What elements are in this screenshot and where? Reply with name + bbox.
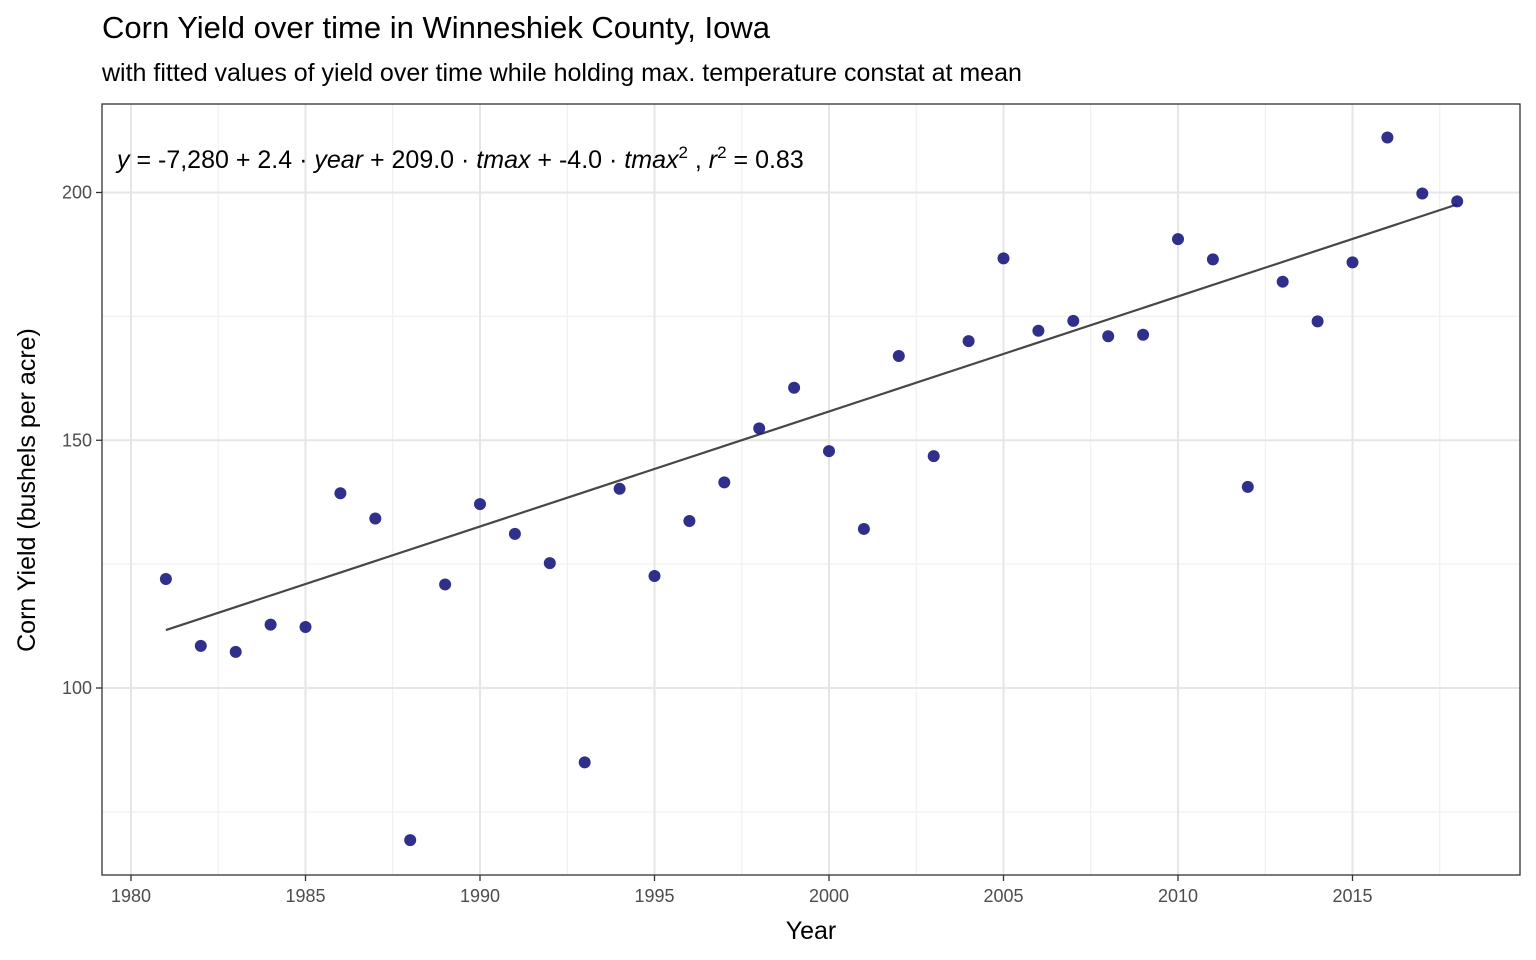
y-tick-label: 150 — [62, 430, 92, 450]
data-point — [683, 515, 696, 528]
x-tick-label: 1990 — [460, 886, 500, 906]
data-point — [613, 482, 626, 495]
fitted-line — [165, 203, 1458, 632]
x-axis-ticks: 1980 1985 1990 1995 2000 2005 2010 2015 — [111, 875, 1373, 906]
data-point — [1241, 480, 1254, 493]
data-point — [1206, 253, 1219, 266]
data-point — [718, 476, 731, 489]
y-axis-title: Corn Yield (bushels per acre) — [13, 328, 41, 652]
data-point — [1172, 233, 1184, 246]
x-axis-title: Year — [786, 917, 837, 945]
data-point — [299, 621, 312, 634]
x-tick-label: 2005 — [983, 886, 1023, 906]
data-point — [1032, 324, 1045, 337]
data-point — [474, 498, 486, 511]
x-tick-label: 2015 — [1332, 886, 1372, 906]
x-tick-label: 2010 — [1158, 886, 1198, 906]
major-gridlines — [102, 104, 1520, 875]
data-point — [439, 578, 452, 591]
data-point — [892, 350, 905, 363]
data-point — [1381, 131, 1394, 144]
data-point — [927, 450, 940, 463]
data-point — [334, 487, 347, 500]
data-point — [1311, 315, 1324, 328]
chart-title: Corn Yield over time in Winneshiek Count… — [102, 10, 770, 45]
data-point — [753, 422, 766, 435]
data-point — [823, 445, 835, 458]
x-tick-label: 1995 — [634, 886, 674, 906]
data-point — [229, 645, 242, 658]
data-point — [508, 527, 521, 540]
data-point — [1067, 314, 1080, 327]
y-tick-label: 100 — [62, 678, 92, 698]
data-point — [578, 756, 591, 769]
data-point — [962, 335, 975, 348]
minor-gridlines — [102, 104, 1520, 875]
data-point — [404, 834, 417, 847]
data-point — [1137, 328, 1150, 341]
x-tick-label: 1985 — [285, 886, 325, 906]
x-tick-label: 1980 — [111, 886, 151, 906]
fit-line-layer — [165, 203, 1458, 632]
data-point — [264, 618, 277, 631]
y-axis-ticks: 100 150 200 — [62, 183, 102, 698]
data-point — [1346, 256, 1359, 269]
data-point — [1451, 195, 1464, 208]
panel-border — [101, 103, 1521, 876]
points-layer — [159, 131, 1464, 847]
data-point — [1276, 275, 1289, 288]
data-point — [543, 557, 556, 570]
chart-subtitle: with fitted values of yield over time wh… — [102, 59, 1022, 87]
regression-equation: y = -7,280 + 2.4 · year + 209.0 · tmax +… — [115, 143, 804, 174]
y-tick-label: 200 — [62, 183, 92, 203]
data-point — [194, 639, 207, 652]
data-point — [369, 512, 382, 525]
data-point — [648, 570, 661, 583]
data-point — [1416, 187, 1429, 200]
data-point — [788, 381, 801, 394]
data-point — [857, 522, 870, 535]
data-point — [159, 572, 172, 585]
data-point — [997, 252, 1010, 265]
data-point — [1102, 330, 1115, 343]
x-tick-label: 2000 — [809, 886, 849, 906]
